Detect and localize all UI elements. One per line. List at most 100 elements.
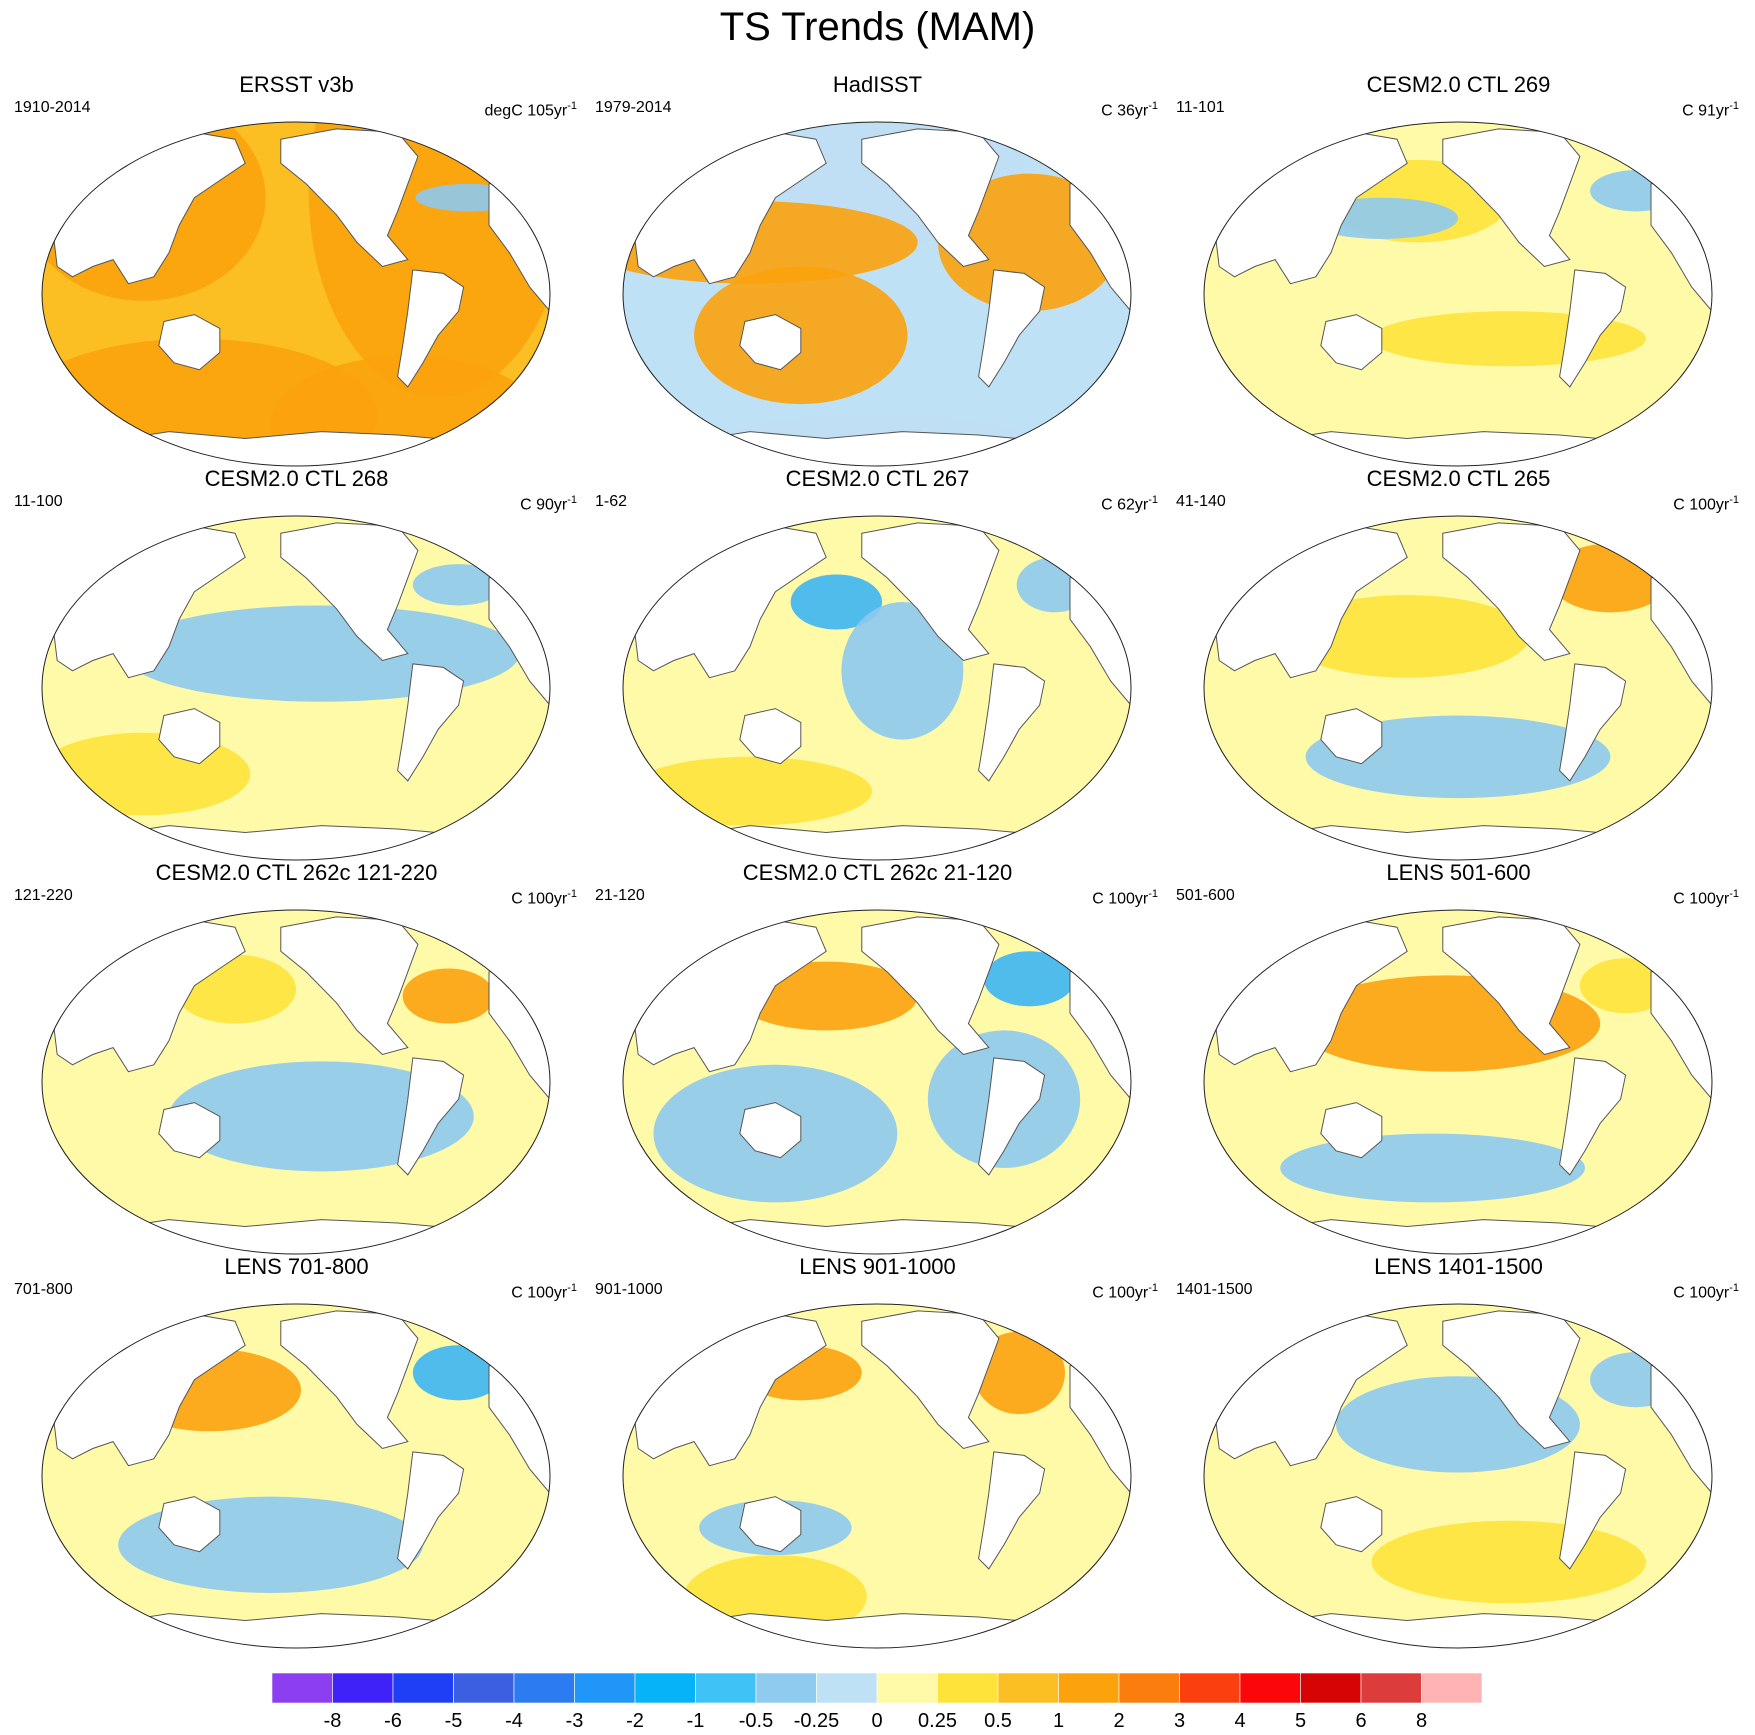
panel-title: LENS 901-1000 bbox=[799, 1254, 956, 1279]
land-antarctica bbox=[1263, 1613, 1637, 1648]
map-boundary bbox=[1203, 515, 1713, 861]
panel-units: C 100yr-1 bbox=[1092, 888, 1158, 908]
map-panel: CESM2.0 CTL 265 41-140 C 100yr-1 bbox=[1166, 466, 1751, 866]
map-boundary bbox=[622, 515, 1132, 861]
land-south-america bbox=[397, 269, 465, 388]
map-boundary bbox=[1203, 1303, 1713, 1649]
land-australia bbox=[1320, 708, 1383, 765]
colorbar-tick-label: -5 bbox=[444, 1710, 463, 1732]
cooling-region bbox=[790, 574, 883, 630]
panel-units: C 100yr-1 bbox=[511, 888, 577, 908]
trend-map bbox=[41, 515, 551, 861]
warming-region bbox=[1285, 595, 1530, 678]
colorbar-swatch bbox=[1300, 1673, 1362, 1703]
panel-period: 501-600 bbox=[1176, 887, 1235, 904]
panel-title: CESM2.0 CTL 262c 21-120 bbox=[742, 860, 1013, 885]
map-panel: LENS 701-800 701-800 C 100yr-1 bbox=[4, 1254, 589, 1654]
map-panel: HadISST 1979-2014 C 36yr-1 bbox=[585, 72, 1170, 472]
panel-period: 11-101 bbox=[1176, 99, 1225, 116]
map-boundary bbox=[41, 909, 551, 1255]
colorbar-swatch bbox=[997, 1673, 1059, 1703]
land-greenland bbox=[1034, 912, 1071, 952]
panel-units: C 100yr-1 bbox=[1673, 888, 1739, 908]
panel-title: HadISST bbox=[832, 72, 923, 97]
land-antarctica bbox=[1263, 431, 1637, 466]
land-australia bbox=[739, 708, 802, 765]
panel-units: C 62yr-1 bbox=[1101, 494, 1158, 514]
panel-period: 121-220 bbox=[14, 887, 73, 904]
colorbar-tick-label: -0.25 bbox=[793, 1710, 840, 1732]
panel-period: 1401-1500 bbox=[1176, 1281, 1253, 1298]
map-panel: LENS 1401-1500 1401-1500 C 100yr-1 bbox=[1166, 1254, 1751, 1654]
land-greenland bbox=[453, 518, 490, 558]
colorbar-swatch bbox=[876, 1673, 938, 1703]
land-south-america bbox=[978, 663, 1046, 782]
trend-map bbox=[622, 909, 1132, 1255]
cooling-region bbox=[1280, 1133, 1585, 1203]
map-panel: CESM2.0 CTL 267 1-62 C 62yr-1 bbox=[585, 466, 1170, 866]
land-south-america bbox=[397, 1057, 465, 1176]
trend-map bbox=[1203, 1303, 1713, 1649]
colorbar-swatch bbox=[937, 1673, 999, 1703]
colorbar-tick-label: 4 bbox=[1234, 1710, 1246, 1732]
land-australia bbox=[1320, 314, 1383, 371]
land-antarctica bbox=[101, 431, 475, 466]
land-antarctica bbox=[101, 1613, 475, 1648]
colorbar-swatch bbox=[755, 1673, 817, 1703]
colorbar-tick-label: 0.5 bbox=[984, 1710, 1012, 1732]
panel-units: C 100yr-1 bbox=[1092, 1282, 1158, 1302]
figure-title: TS Trends (MAM) bbox=[719, 5, 1036, 49]
panel-units: C 100yr-1 bbox=[1673, 494, 1739, 514]
land-south-america bbox=[1559, 663, 1627, 782]
panel-period: 1910-2014 bbox=[14, 99, 91, 116]
panel-units: C 90yr-1 bbox=[520, 494, 577, 514]
land-australia bbox=[739, 1496, 802, 1553]
panel-units: degC 105yr-1 bbox=[484, 100, 578, 120]
land-australia bbox=[158, 314, 221, 371]
map-panel: CESM2.0 CTL 268 11-100 C 90yr-1 bbox=[4, 466, 589, 866]
colorbar-swatch bbox=[634, 1673, 696, 1703]
colorbar-swatch bbox=[453, 1673, 515, 1703]
map-boundary bbox=[1203, 909, 1713, 1255]
land-south-america bbox=[1559, 1057, 1627, 1176]
land-antarctica bbox=[682, 1613, 1056, 1648]
land-australia bbox=[158, 708, 221, 765]
land-greenland bbox=[1034, 518, 1071, 558]
colorbar-swatch bbox=[1179, 1673, 1241, 1703]
map-panel: CESM2.0 CTL 262c 21-120 21-120 C 100yr-1 bbox=[585, 860, 1170, 1260]
trend-map bbox=[622, 1303, 1132, 1649]
land-south-america bbox=[978, 269, 1046, 388]
colorbar-tick-label: -2 bbox=[626, 1710, 644, 1732]
land-australia bbox=[739, 1102, 802, 1159]
panel-units: C 100yr-1 bbox=[511, 1282, 577, 1302]
panel-units: C 91yr-1 bbox=[1682, 100, 1739, 120]
land-australia bbox=[1320, 1102, 1383, 1159]
colorbar-swatch bbox=[1360, 1673, 1422, 1703]
land-australia bbox=[739, 314, 802, 371]
colorbar-swatch bbox=[816, 1673, 878, 1703]
land-south-america bbox=[397, 1451, 465, 1570]
panel-title: CESM2.0 CTL 267 bbox=[785, 466, 970, 491]
colorbar-tick-label: -8 bbox=[323, 1710, 342, 1732]
colorbar-tick-label: 8 bbox=[1415, 1710, 1428, 1732]
land-south-america bbox=[978, 1057, 1046, 1176]
land-antarctica bbox=[682, 431, 1056, 466]
land-greenland bbox=[1615, 518, 1652, 558]
cooling-region bbox=[983, 951, 1076, 1007]
colorbar-tick-label: 0.25 bbox=[918, 1710, 957, 1732]
colorbar-swatch bbox=[1239, 1673, 1301, 1703]
land-antarctica bbox=[101, 825, 475, 860]
colorbar-tick-label: 0 bbox=[871, 1710, 883, 1732]
trend-map bbox=[1203, 515, 1713, 861]
land-greenland bbox=[453, 912, 490, 952]
map-boundary bbox=[622, 121, 1132, 467]
panel-period: 1-62 bbox=[595, 493, 628, 510]
panel-period: 21-120 bbox=[595, 887, 645, 904]
map-panel: CESM2.0 CTL 269 11-101 C 91yr-1 bbox=[1166, 72, 1751, 472]
map-boundary bbox=[622, 909, 1132, 1255]
land-antarctica bbox=[682, 825, 1056, 860]
colorbar-swatch bbox=[1421, 1673, 1482, 1703]
colorbar-tick-label: -0.5 bbox=[738, 1710, 774, 1732]
colorbar-swatch bbox=[392, 1673, 454, 1703]
panel-units: C 100yr-1 bbox=[1673, 1282, 1739, 1302]
